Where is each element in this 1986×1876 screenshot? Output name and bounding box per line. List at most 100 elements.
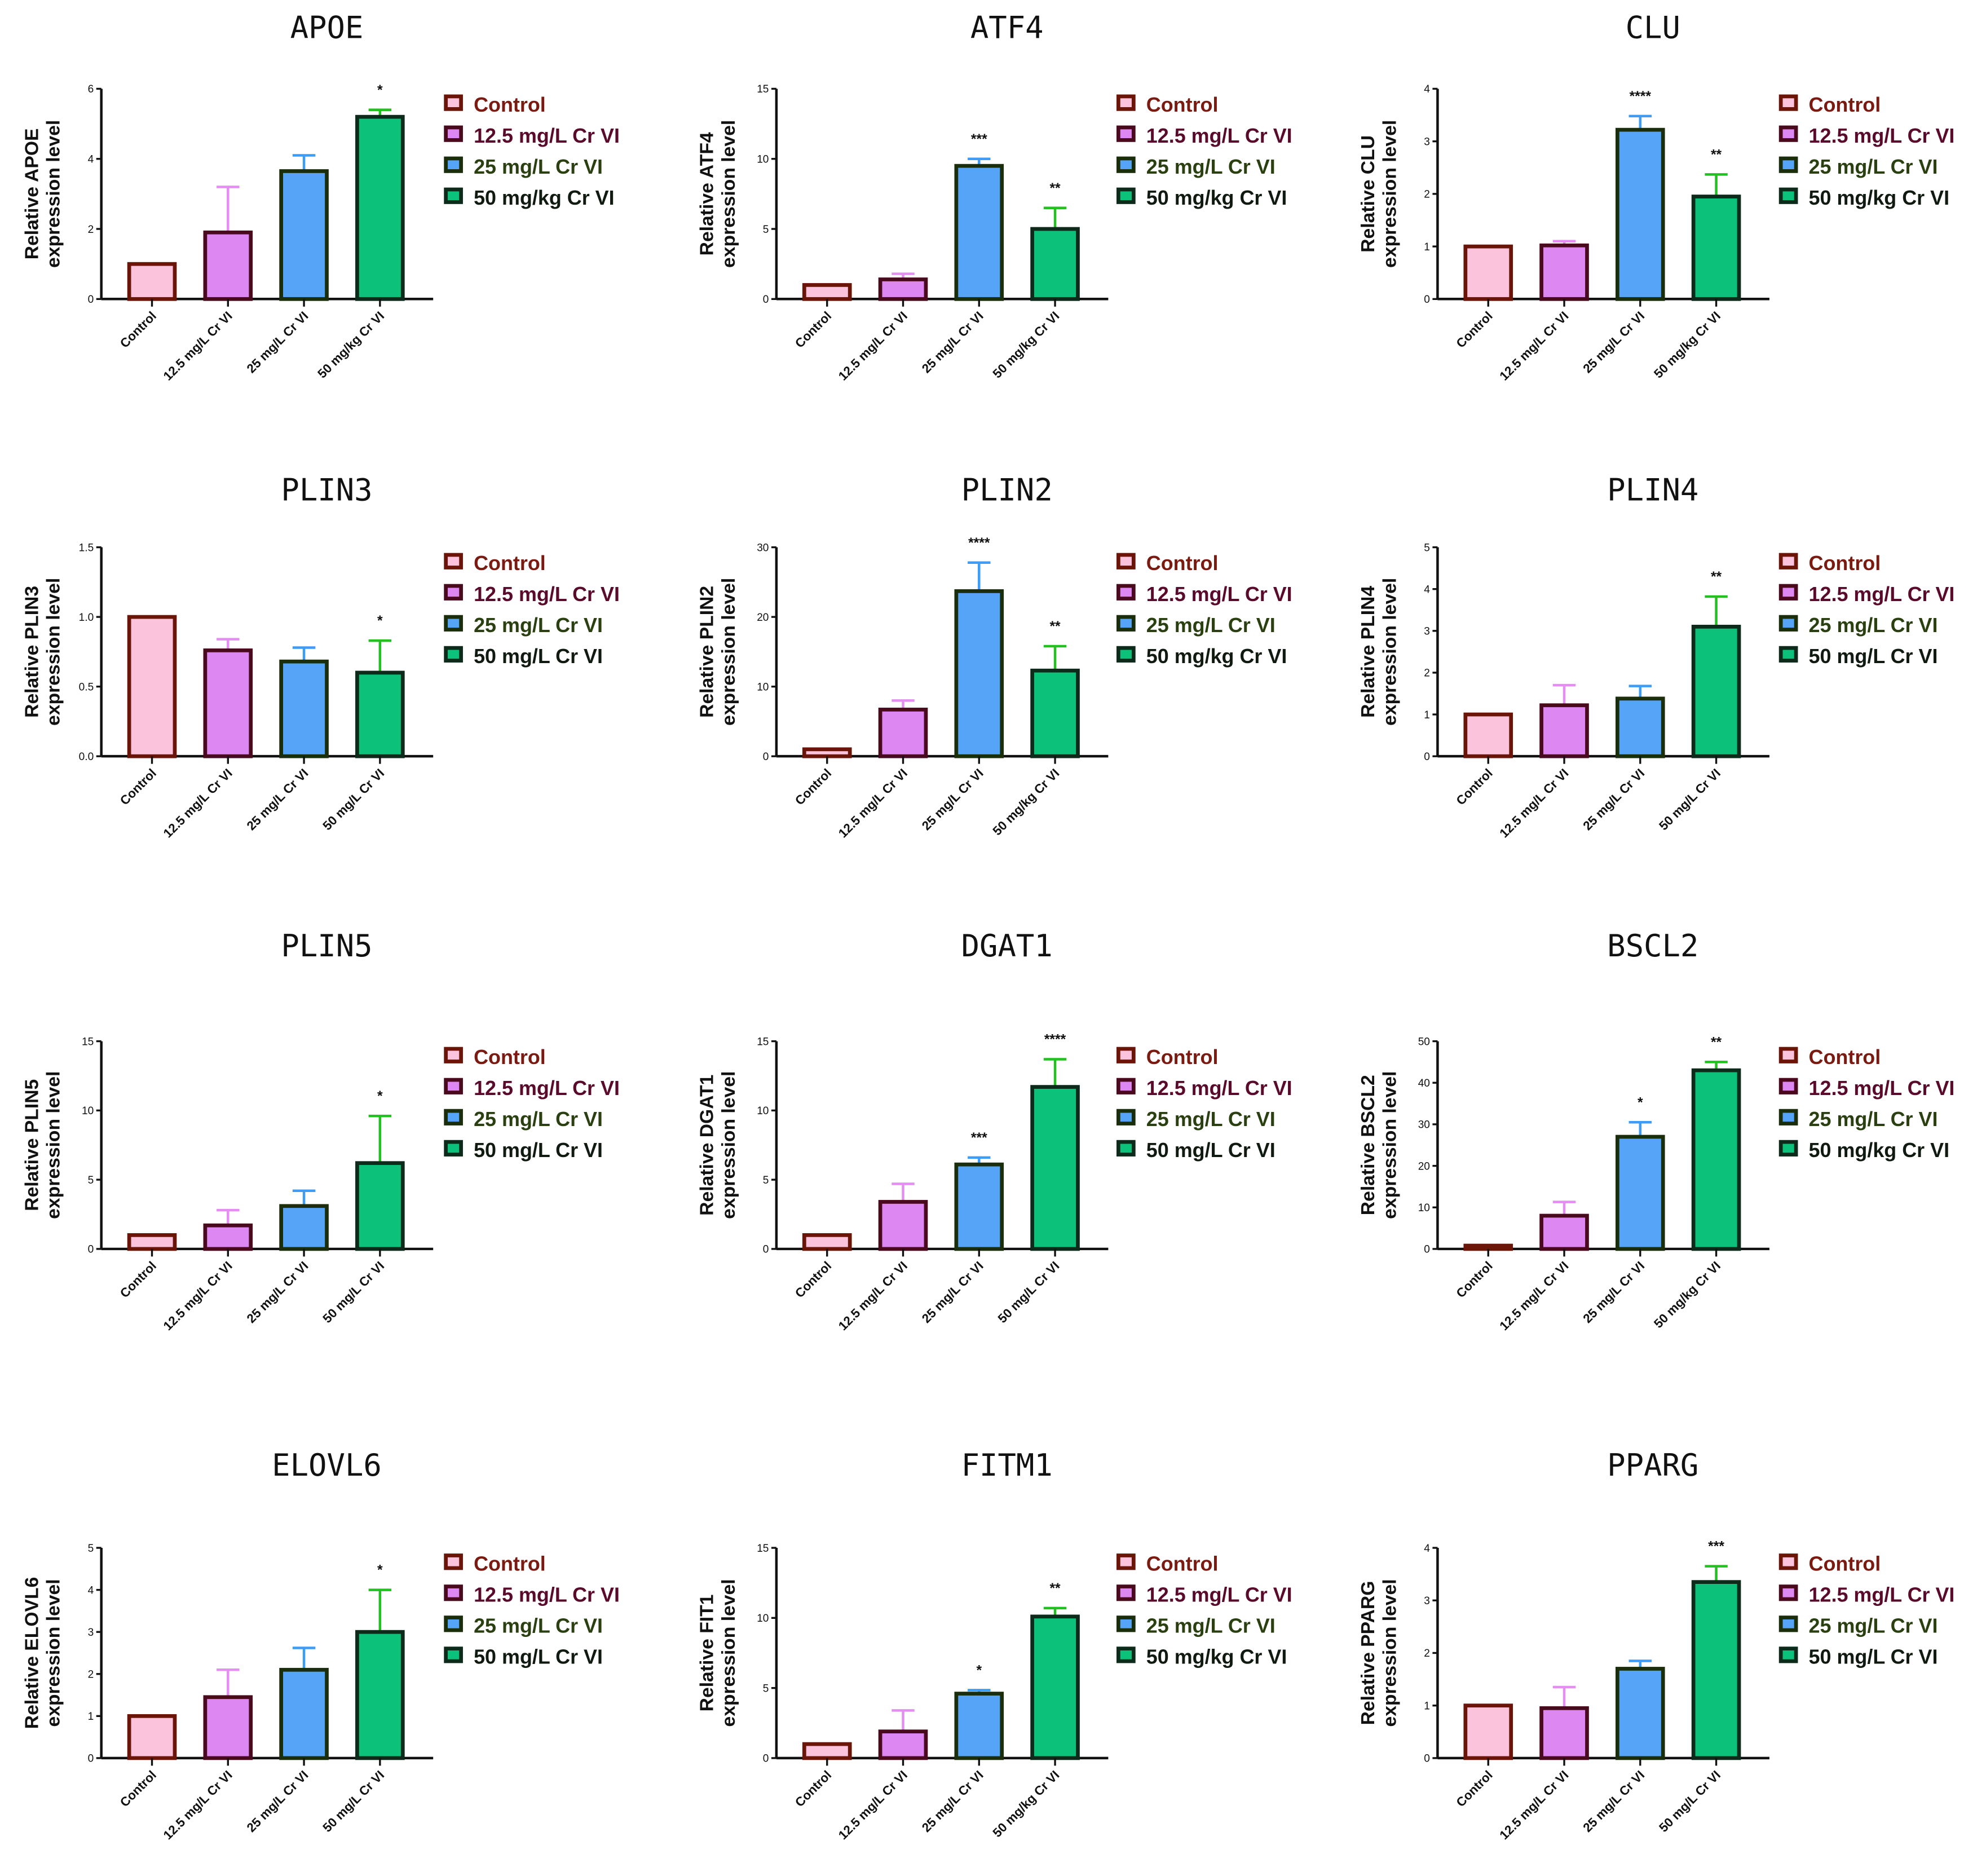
x-tick-label: Control [117,309,159,351]
x-tick-label: 50 mg/L Cr VI [320,1768,387,1835]
legend-label: 25 mg/L Cr VI [474,613,603,637]
x-tick-label: 25 mg/L Cr VI [1580,766,1647,833]
significance-marker: * [1638,1095,1643,1110]
x-tick-label: 12.5 mg/L Cr VI [1497,1259,1571,1333]
bar-1 [878,1729,928,1760]
bar-2 [1615,696,1665,758]
panel-plin2: PLIN2 Relative PLIN2expression level 0 10 20… [697,472,1292,840]
y-axis-label: Relative APOEexpression level [21,120,64,268]
y-axis-label-line: expression level [718,578,739,726]
y-tick-label: 15 [757,1543,769,1555]
y-tick-label: 5 [763,1683,769,1694]
x-tick-label: 50 mg/L Cr VI [1656,766,1723,833]
bar-0 [802,1742,852,1760]
x-tick-label: Control [117,766,159,807]
y-tick-label: 2 [88,1668,94,1680]
legend-swatch [1116,1078,1136,1094]
y-tick-label: 1 [1424,709,1430,721]
legend-swatch [1778,646,1798,663]
x-tick-label: 50 mg/L Cr VI [320,1259,387,1326]
panel-title: PLIN2 [961,472,1053,507]
significance-marker: **** [968,536,990,551]
bar-3 [355,1161,405,1251]
x-tick-label: Control [792,1259,834,1300]
legend-swatch [444,187,463,204]
y-tick-label: 30 [1418,1119,1430,1131]
y-tick-label: 10 [1418,1202,1430,1214]
panel-pparg: PPARG Relative PPARGexpression level 0 1 2 3 4… [1358,1447,1954,1842]
bar-0 [127,262,177,301]
panel-title: CLU [1626,10,1680,46]
legend-label: 12.5 mg/L Cr VI [1809,1583,1955,1606]
panel-apoe: APOE Relative APOEexpression level 0 2 4 6 Con… [21,10,620,383]
x-tick-label: 25 mg/L Cr VI [244,1768,311,1835]
x-tick-label: 25 mg/L Cr VI [244,766,311,833]
y-tick-label: 0 [1424,1244,1430,1256]
y-axis-label: Relative PLIN5expression level [21,1071,64,1219]
legend-swatch [444,584,463,601]
panel-title: BSCL2 [1607,928,1698,964]
legend-label: 25 mg/L Cr VI [1809,613,1938,637]
x-tick-label: 50 mg/L Cr VI [995,1259,1062,1326]
legend-swatch [1116,1615,1136,1632]
legend-swatch [1116,1553,1136,1570]
y-axis-label-line: Relative PLIN4 [1358,586,1379,718]
y-tick-label: 2 [1424,668,1430,679]
legend-swatch [1116,1647,1136,1663]
x-tick-label: Control [1454,1768,1495,1809]
y-axis-label-line: expression level [718,120,739,268]
legend-swatch [1116,125,1136,142]
y-axis-label-line: expression level [1379,120,1400,268]
bar-1 [203,1695,253,1760]
legend-swatch [1778,1615,1798,1632]
panel-title: DGAT1 [961,928,1053,964]
significance-marker: ** [1049,1581,1061,1596]
legend-label: 50 mg/kg Cr VI [1146,1645,1287,1668]
y-tick-label: 10 [757,1613,769,1625]
x-tick-label: 12.5 mg/L Cr VI [836,309,910,383]
y-tick-label: 0 [1424,751,1430,763]
bar-2 [279,659,329,758]
y-tick-label: 0 [763,1244,769,1256]
significance-marker: *** [971,132,987,147]
significance-marker: ** [1049,181,1061,196]
y-tick-label: 50 [1418,1036,1430,1048]
legend: Control 12.5 mg/L Cr VI 25 mg/L Cr VI 50 mg… [444,551,620,668]
y-tick-label: 1.5 [79,542,94,554]
legend-label: 50 mg/kg Cr VI [1146,645,1287,668]
legend-swatch [444,1047,463,1063]
y-tick-label: 20 [757,612,769,624]
bar-2 [954,1692,1004,1760]
x-tick-label: Control [792,1768,834,1809]
significance-marker: * [377,1563,383,1578]
y-axis-label: Relative PLIN2expression level [697,578,739,726]
bar-2 [954,589,1004,758]
y-axis-label: Relative PLIN4expression level [1358,578,1400,726]
x-tick-label: 50 mg/kg Cr VI [990,1768,1062,1840]
y-axis-label: Relative PPARGexpression level [1358,1579,1400,1727]
panel-clu: CLU Relative CLUexpression level 0 1 2 3 4 Cont… [1358,10,1954,383]
bar-1 [203,1223,253,1251]
x-tick-label: 25 mg/L Cr VI [919,1768,986,1835]
x-tick-label: 50 mg/kg Cr VI [990,309,1062,381]
legend-label: 50 mg/kg Cr VI [1809,186,1950,209]
legend-label: 25 mg/L Cr VI [1809,1107,1938,1131]
y-tick-label: 15 [82,1036,94,1048]
legend: Control 12.5 mg/L Cr VI 25 mg/L Cr VI 50 mg… [1778,93,1954,209]
legend-swatch [444,1553,463,1570]
x-tick-label: 50 mg/kg Cr VI [315,309,387,381]
y-axis-label-line: expression level [1379,578,1400,726]
legend: Control 12.5 mg/L Cr VI 25 mg/L Cr VI 50 mg… [1116,93,1292,209]
bar-0 [802,283,852,301]
x-tick-label: 50 mg/kg Cr VI [1651,1259,1723,1331]
legend-label: 25 mg/L Cr VI [1809,155,1938,178]
legend-label: Control [1146,551,1219,575]
y-tick-label: 0 [88,294,94,306]
legend-label: 12.5 mg/L Cr VI [1809,1076,1955,1100]
y-tick-label: 4 [1424,1543,1430,1555]
y-axis-label-line: Relative PLIN5 [21,1079,42,1211]
y-axis-label-line: Relative DGAT1 [697,1075,718,1216]
panel-title: PLIN5 [281,928,372,964]
legend: Control 12.5 mg/L Cr VI 25 mg/L Cr VI 50 mg… [444,1552,620,1668]
